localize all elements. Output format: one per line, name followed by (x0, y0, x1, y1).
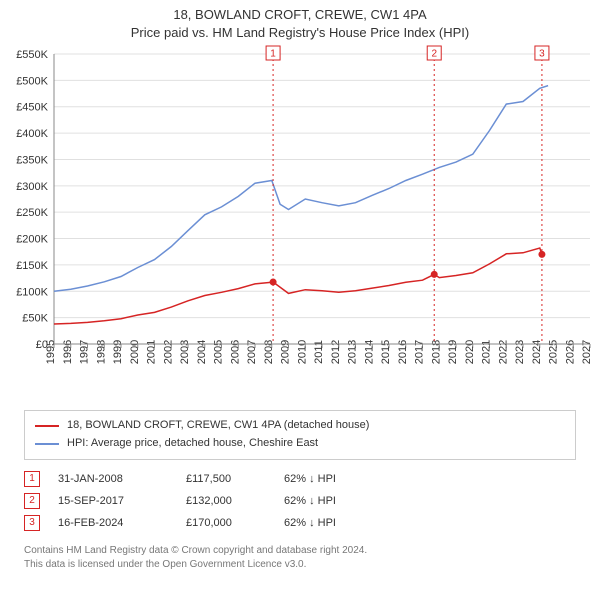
x-tick-label: 1998 (95, 340, 107, 364)
x-tick-label: 1999 (112, 340, 124, 364)
y-tick-label: £150K (16, 260, 48, 272)
y-tick-label: £500K (16, 76, 48, 88)
annotation-number-box: 3 (24, 515, 40, 531)
title-block: 18, BOWLAND CROFT, CREWE, CW1 4PA Price … (0, 0, 600, 44)
x-tick-label: 2015 (380, 340, 392, 364)
annotation-date: 16-FEB-2024 (58, 512, 168, 534)
legend-item: HPI: Average price, detached house, Ches… (35, 435, 565, 453)
y-tick-label: £200K (16, 234, 48, 246)
sale-annotations: 1 31-JAN-2008 £117,500 62% ↓ HPI 2 15-SEP-201… (24, 468, 576, 534)
y-tick-label: £100K (16, 287, 48, 299)
x-tick-label: 2002 (162, 340, 174, 364)
footer-attribution: Contains HM Land Registry data © Crown c… (24, 544, 576, 572)
sale-marker-dot (538, 251, 545, 258)
chart-svg: £0£50K£100K£150K£200K£250K£300K£350K£400… (0, 44, 600, 404)
annotation-price: £117,500 (186, 468, 266, 490)
annotation-price: £170,000 (186, 512, 266, 534)
sale-marker-number: 3 (539, 49, 545, 60)
x-tick-label: 1997 (79, 340, 91, 364)
y-tick-label: £250K (16, 208, 48, 220)
x-tick-label: 1995 (45, 340, 57, 364)
annotation-row: 2 15-SEP-2017 £132,000 62% ↓ HPI (24, 490, 576, 512)
legend-swatch (35, 425, 59, 427)
x-tick-label: 2027 (581, 340, 593, 364)
x-tick-label: 2005 (213, 340, 225, 364)
y-tick-label: £550K (16, 49, 48, 61)
legend-label: 18, BOWLAND CROFT, CREWE, CW1 4PA (detac… (67, 417, 369, 435)
x-tick-label: 2026 (564, 340, 576, 364)
x-tick-label: 2013 (347, 340, 359, 364)
annotation-date: 31-JAN-2008 (58, 468, 168, 490)
annotation-row: 1 31-JAN-2008 £117,500 62% ↓ HPI (24, 468, 576, 490)
y-tick-label: £450K (16, 102, 48, 114)
footer-line1: Contains HM Land Registry data © Crown c… (24, 544, 576, 558)
x-tick-label: 2007 (246, 340, 258, 364)
y-tick-label: £400K (16, 128, 48, 140)
x-tick-label: 2004 (196, 340, 208, 364)
x-tick-label: 2019 (447, 340, 459, 364)
x-tick-label: 2024 (531, 340, 543, 364)
x-tick-label: 2003 (179, 340, 191, 364)
sale-marker-dot (431, 271, 438, 278)
annotation-delta: 62% ↓ HPI (284, 490, 336, 512)
annotation-delta: 62% ↓ HPI (284, 512, 336, 534)
x-tick-label: 1996 (62, 340, 74, 364)
price-chart: £0£50K£100K£150K£200K£250K£300K£350K£400… (0, 44, 600, 404)
x-tick-label: 2017 (414, 340, 426, 364)
x-tick-label: 2001 (146, 340, 158, 364)
legend-swatch (35, 443, 59, 445)
x-tick-label: 2021 (481, 340, 493, 364)
x-tick-label: 2022 (497, 340, 509, 364)
x-tick-label: 2025 (548, 340, 560, 364)
legend: 18, BOWLAND CROFT, CREWE, CW1 4PA (detac… (24, 410, 576, 459)
title-address: 18, BOWLAND CROFT, CREWE, CW1 4PA (0, 6, 600, 24)
y-tick-label: £350K (16, 155, 48, 167)
annotation-number-box: 2 (24, 493, 40, 509)
legend-label: HPI: Average price, detached house, Ches… (67, 435, 318, 453)
y-tick-label: £50K (22, 313, 48, 325)
footer-line2: This data is licensed under the Open Gov… (24, 558, 576, 572)
annotation-date: 15-SEP-2017 (58, 490, 168, 512)
x-tick-label: 2000 (129, 340, 141, 364)
sale-marker-number: 1 (270, 49, 276, 60)
x-tick-label: 2012 (330, 340, 342, 364)
sale-marker-number: 2 (431, 49, 437, 60)
annotation-row: 3 16-FEB-2024 £170,000 62% ↓ HPI (24, 512, 576, 534)
legend-item: 18, BOWLAND CROFT, CREWE, CW1 4PA (detac… (35, 417, 565, 435)
x-tick-label: 2008 (263, 340, 275, 364)
x-tick-label: 2023 (514, 340, 526, 364)
x-tick-label: 2016 (397, 340, 409, 364)
x-tick-label: 2006 (229, 340, 241, 364)
x-tick-label: 2010 (296, 340, 308, 364)
annotation-number-box: 1 (24, 471, 40, 487)
y-tick-label: £300K (16, 181, 48, 193)
x-tick-label: 2020 (464, 340, 476, 364)
annotation-price: £132,000 (186, 490, 266, 512)
x-tick-label: 2018 (430, 340, 442, 364)
x-tick-label: 2014 (363, 340, 375, 364)
title-subtitle: Price paid vs. HM Land Registry's House … (0, 24, 600, 42)
x-tick-label: 2009 (280, 340, 292, 364)
annotation-delta: 62% ↓ HPI (284, 468, 336, 490)
sale-marker-dot (270, 279, 277, 286)
